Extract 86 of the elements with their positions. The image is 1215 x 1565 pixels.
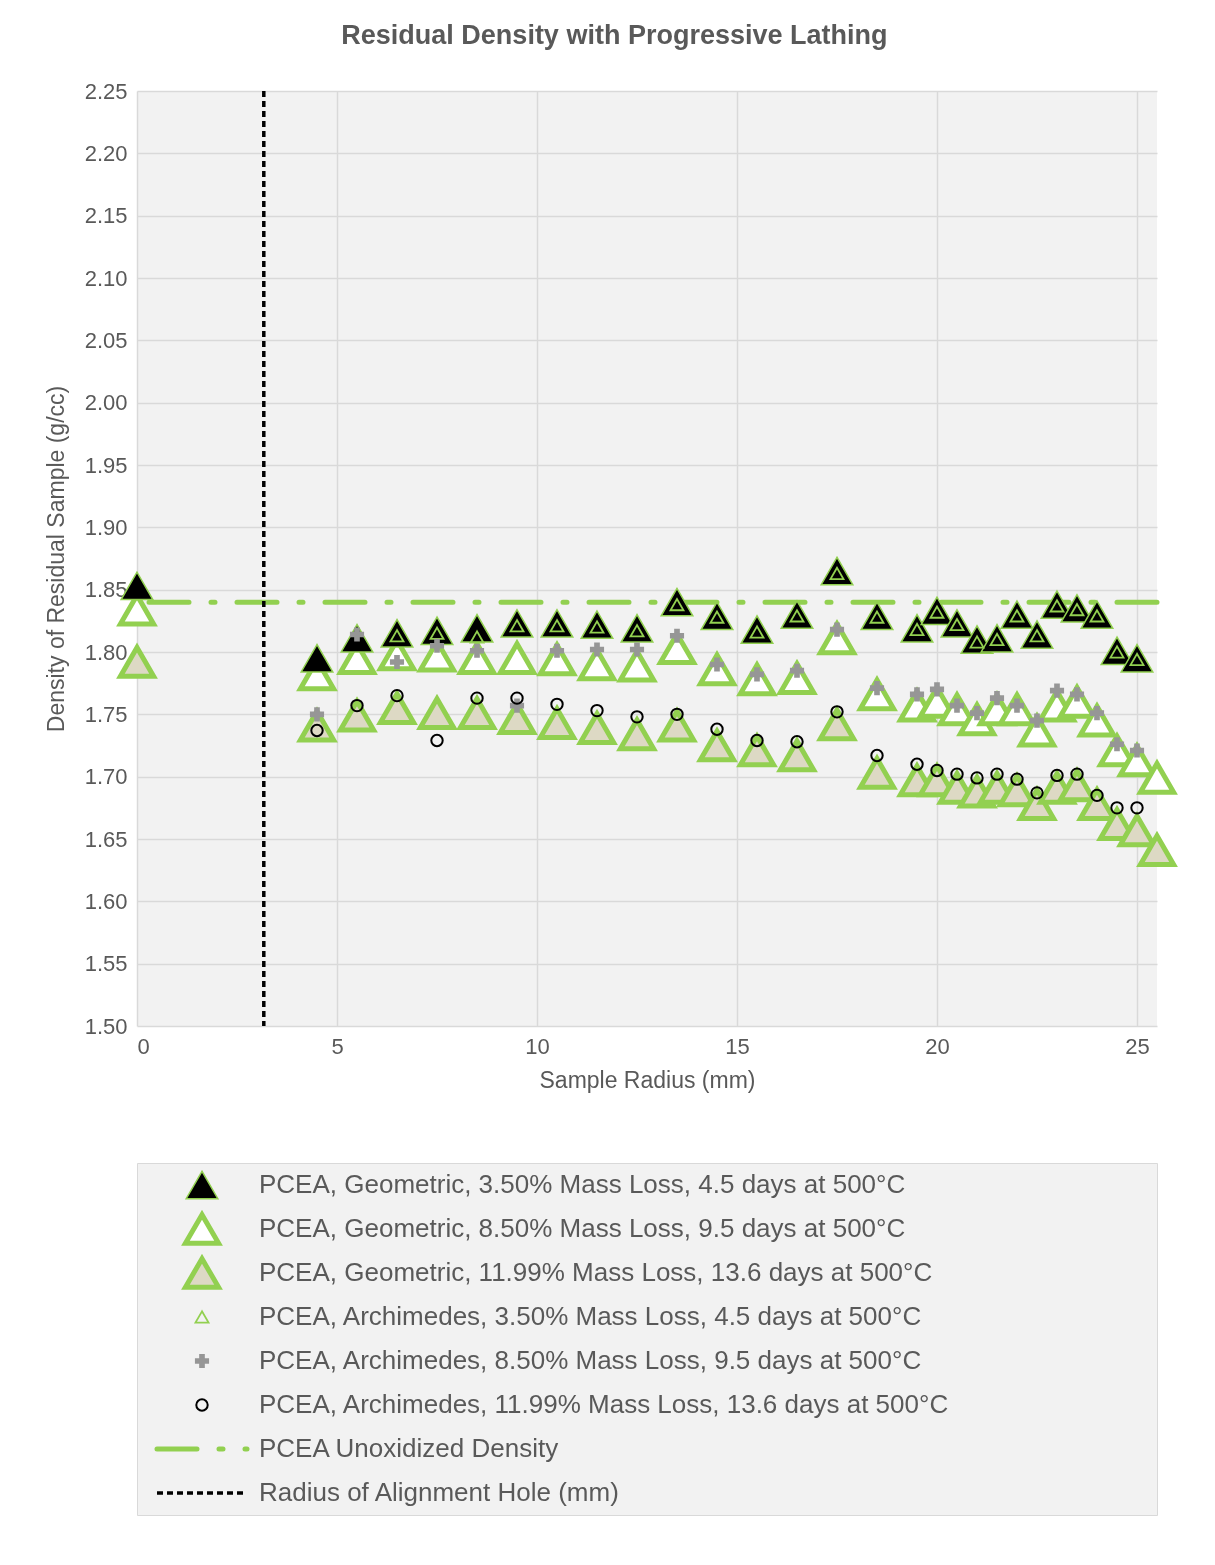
y-tick-label: 1.90: [84, 514, 128, 540]
point: [696, 726, 738, 763]
point: [457, 696, 497, 730]
x-tick-label: 25: [1125, 1033, 1150, 1059]
point: [629, 642, 645, 657]
point: [1029, 713, 1045, 728]
point: [300, 643, 334, 673]
legend-label: PCEA, Archimedes, 11.99% Mass Loss, 13.6 days at 500°C: [259, 1389, 949, 1419]
legend-label: PCEA, Geometric, 3.50% Mass Loss, 4.5 days at 500°C: [259, 1169, 906, 1199]
point: [497, 641, 537, 676]
point: [577, 711, 617, 745]
point: [990, 767, 1004, 781]
point: [817, 707, 857, 742]
point: [470, 691, 484, 705]
point: [1049, 683, 1065, 698]
point: [750, 733, 764, 748]
y-tick-label: 1.50: [84, 1013, 128, 1039]
point: [830, 705, 844, 719]
y-tick-label: 1.80: [84, 639, 128, 665]
point: [589, 642, 605, 657]
point: [537, 706, 577, 740]
y-tick-label: 2.10: [84, 265, 128, 291]
y-tick-label: 2.05: [84, 327, 128, 353]
point: [469, 630, 485, 644]
point: [710, 722, 724, 736]
legend-label: PCEA, Geometric, 11.99% Mass Loss, 13.6 days at 500°C: [259, 1257, 933, 1287]
x-tick-label: 5: [331, 1033, 344, 1059]
x-tick-label: 0: [137, 1033, 150, 1059]
point: [1010, 772, 1024, 786]
legend-label: Radius of Alignment Hole (mm): [259, 1477, 619, 1507]
point: [989, 691, 1005, 706]
legend-label: PCEA Unoxidized Density: [259, 1433, 559, 1463]
point: [377, 691, 417, 725]
point: [777, 738, 817, 773]
point: [617, 717, 657, 752]
point: [630, 710, 644, 724]
point: [510, 691, 524, 705]
point: [469, 643, 485, 658]
point: [736, 731, 778, 768]
x-tick-label: 20: [925, 1033, 950, 1059]
point: [950, 767, 964, 781]
y-tick-label: 2.15: [84, 203, 128, 229]
x-tick-label: 15: [725, 1033, 750, 1059]
point: [390, 688, 404, 703]
legend-label: PCEA, Geometric, 8.50% Mass Loss, 9.5 days at 500°C: [259, 1213, 906, 1243]
point: [336, 696, 378, 733]
point: [430, 733, 444, 748]
point: [790, 735, 804, 749]
y-tick-label: 1.60: [84, 888, 128, 914]
y-tick-label: 1.70: [84, 764, 128, 790]
point: [930, 763, 944, 778]
legend-label: PCEA, Archimedes, 3.50% Mass Loss, 4.5 days at 500°C: [259, 1301, 922, 1331]
point: [590, 703, 604, 718]
point: [429, 638, 445, 653]
y-tick-label: 2.25: [84, 78, 128, 104]
y-tick-label: 1.55: [84, 951, 128, 977]
point: [670, 707, 684, 722]
point: [1070, 767, 1084, 781]
y-axis-title: Density of Residual Sample (g/cc): [42, 385, 69, 733]
point: [970, 771, 984, 785]
point: [309, 707, 325, 722]
y-tick-label: 2.20: [84, 140, 128, 166]
y-tick-label: 1.75: [84, 701, 128, 727]
point: [350, 698, 364, 713]
point: [1130, 801, 1144, 815]
point: [909, 687, 925, 702]
point: [1129, 743, 1145, 758]
point: [550, 697, 564, 712]
point: [417, 696, 457, 730]
y-tick-label: 1.85: [84, 577, 128, 603]
y-tick-label: 1.65: [84, 826, 128, 852]
x-axis-title: Sample Radius (mm): [539, 1066, 756, 1093]
point: [669, 628, 685, 643]
point: [910, 757, 924, 771]
point: [1030, 786, 1044, 800]
y-tick-label: 2.00: [84, 390, 128, 416]
point: [929, 682, 945, 697]
x-tick-label: 10: [525, 1033, 550, 1059]
y-tick-label: 1.95: [84, 452, 128, 478]
legend-label: PCEA, Archimedes, 8.50% Mass Loss, 9.5 days at 500°C: [259, 1345, 922, 1375]
point: [1137, 833, 1177, 868]
chart-title: Residual Density with Progressive Lathing: [341, 20, 888, 50]
point: [656, 706, 698, 743]
point: [870, 748, 884, 763]
point: [1110, 801, 1124, 815]
point: [1050, 768, 1064, 783]
